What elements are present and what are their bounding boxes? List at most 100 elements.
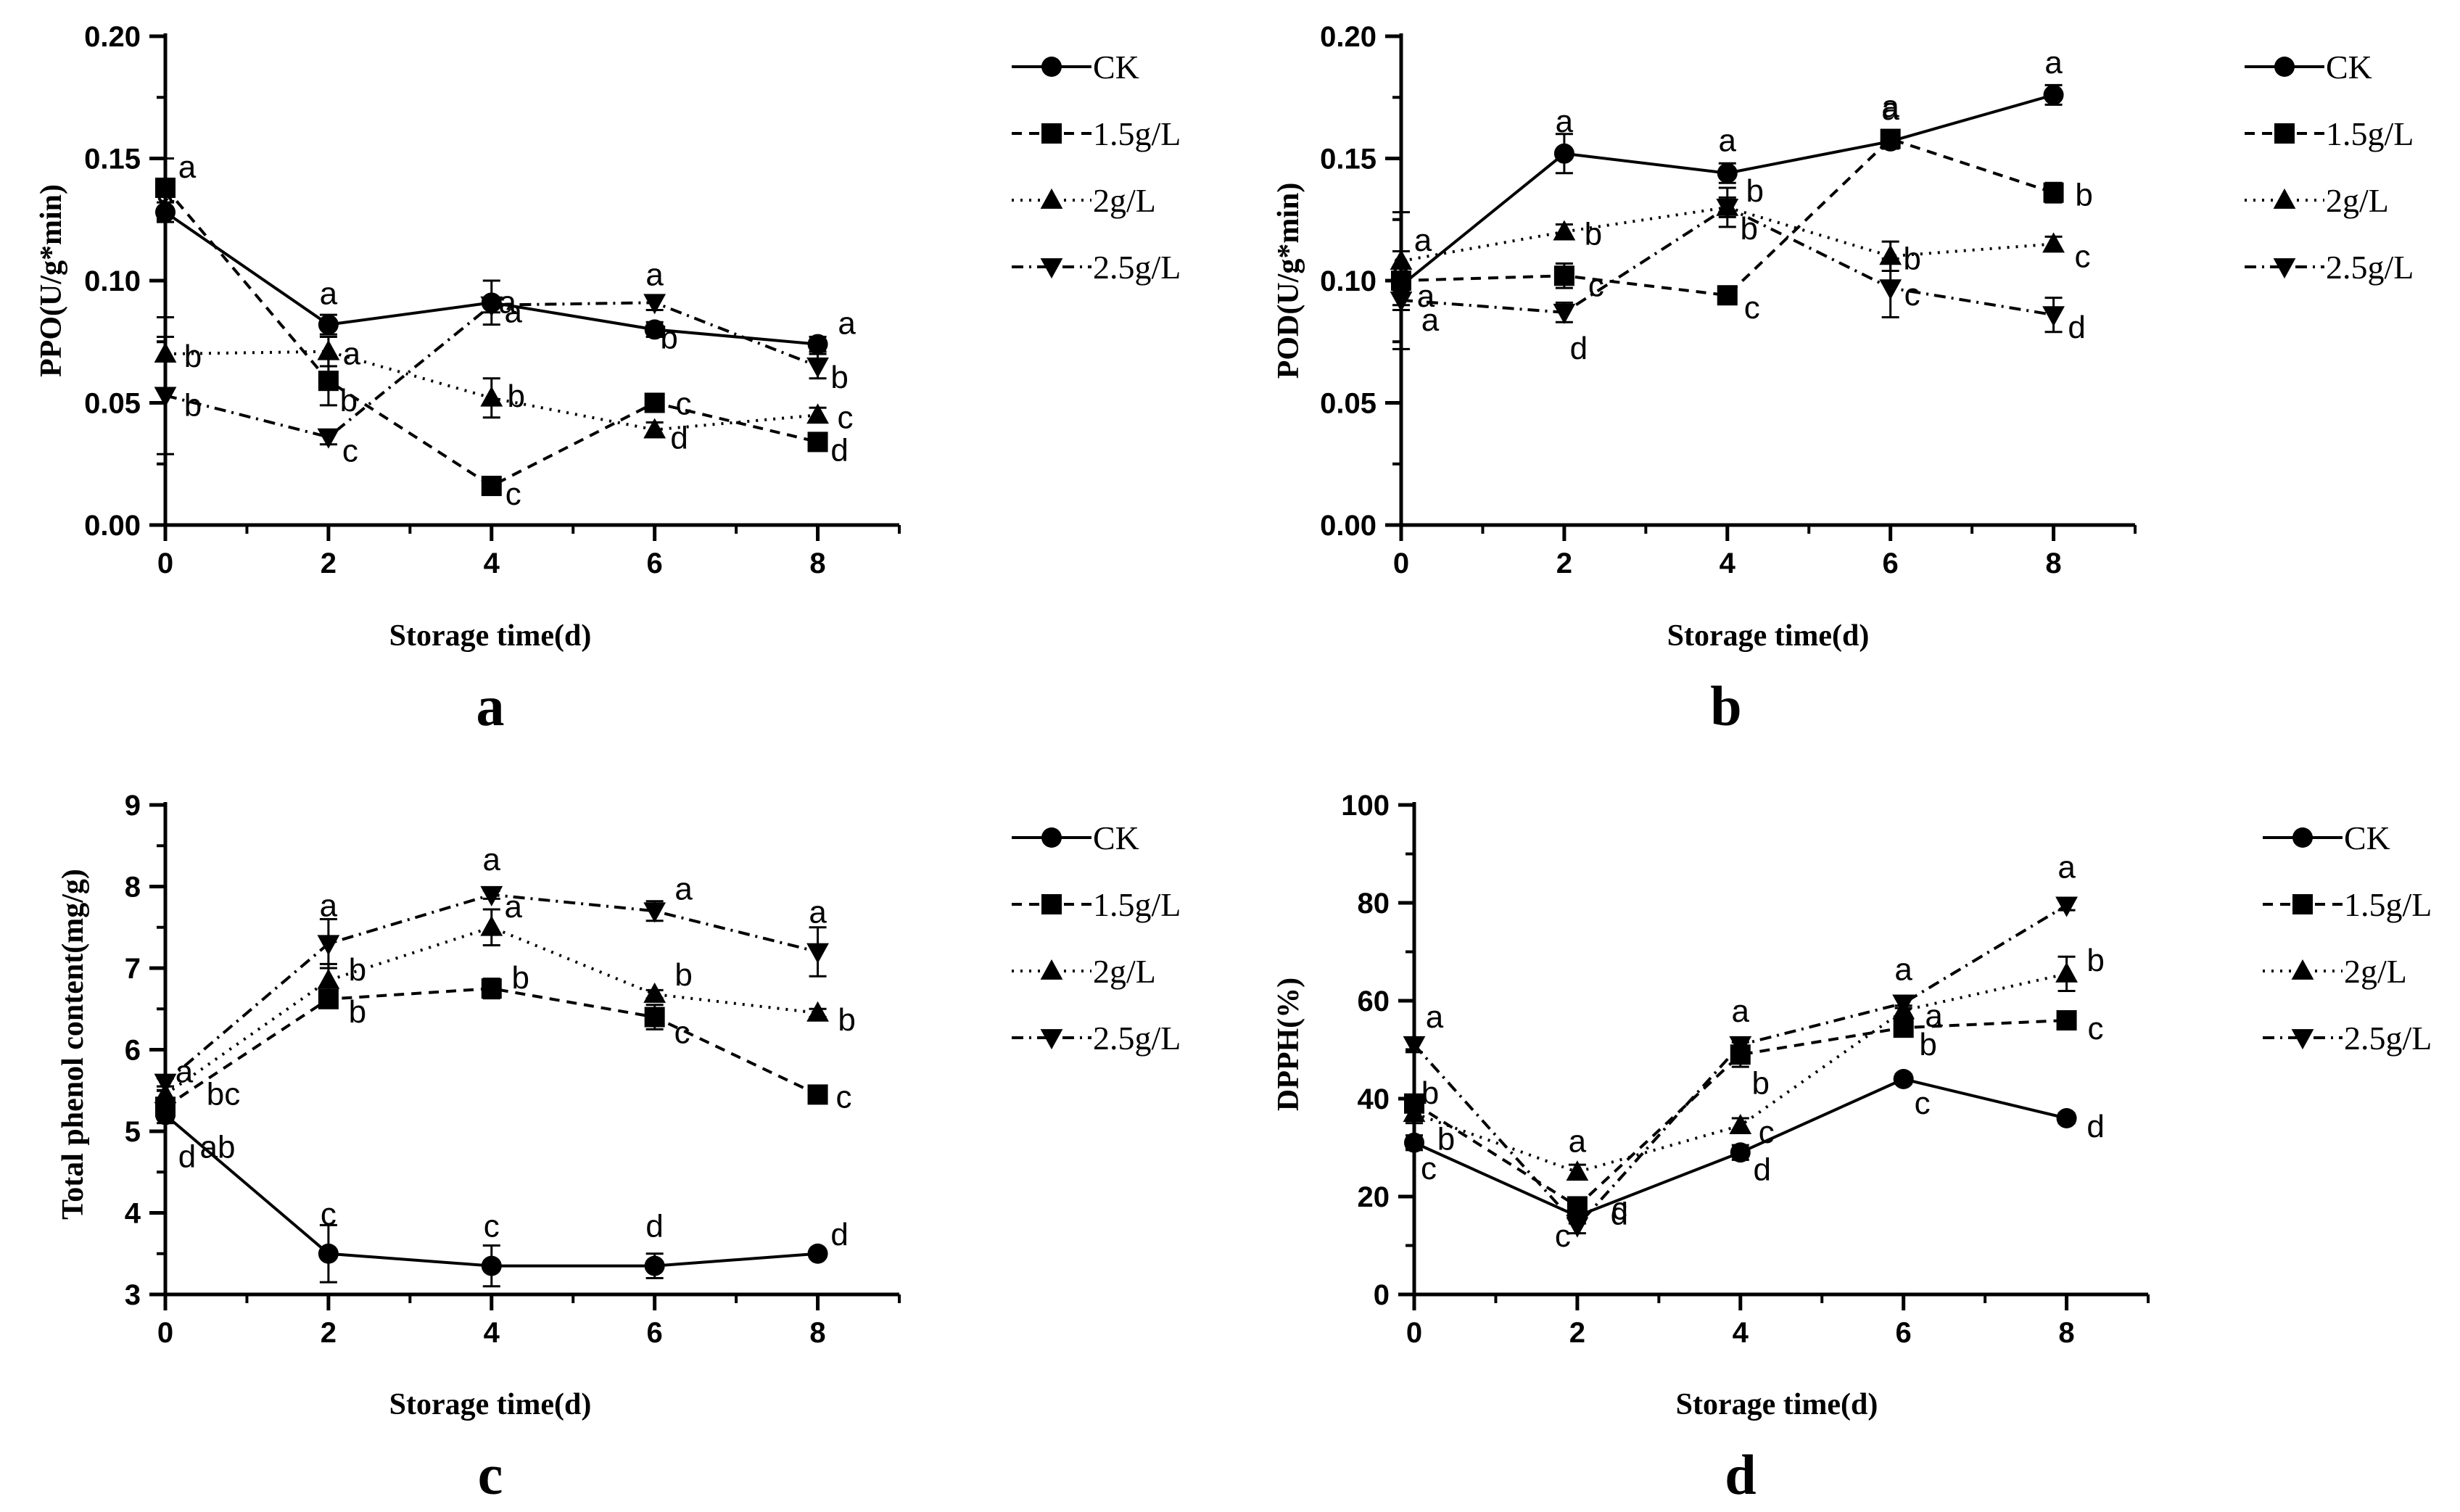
data-point [1404, 1132, 1424, 1153]
legend-label: CK [1093, 819, 1139, 856]
significance-letter: c [1421, 1151, 1437, 1186]
legend-label: 2g/L [1093, 953, 1156, 990]
significance-letter: b [349, 994, 366, 1030]
significance-letter: a [838, 306, 856, 342]
significance-letter: a [1569, 1123, 1587, 1159]
legend-marker [2291, 959, 2314, 980]
legend-label: 1.5g/L [2344, 886, 2432, 923]
legend-label: 2.5g/L [1093, 249, 1181, 286]
y-axis-title: PPO(U/g*min) [35, 184, 68, 377]
data-point [643, 902, 666, 923]
legend-entry: 1.5g/L [2245, 115, 2414, 152]
significance-letter: c [838, 400, 854, 435]
series-ck: d c c d d [155, 1104, 849, 1288]
legend-entry: 1.5g/L [1012, 115, 1181, 152]
legend-entry: 2g/L [1012, 182, 1156, 219]
significance-letter: b [349, 952, 366, 988]
data-point [2042, 306, 2065, 327]
data-point [806, 1001, 829, 1022]
legend-entry: 2.5g/L [2245, 249, 2414, 286]
legend-marker [1041, 123, 1062, 144]
significance-letter: b [1752, 1065, 1770, 1101]
significance-letter: a [1556, 104, 1574, 139]
series-line [164, 925, 818, 1096]
panel-label: d [1725, 1443, 1756, 1506]
data-point [2056, 1108, 2077, 1128]
series-line [164, 186, 819, 488]
data-point [806, 403, 829, 424]
y-tick-label: 9 [125, 790, 141, 822]
data-point [1729, 1114, 1752, 1135]
significance-letter: b [1741, 211, 1758, 247]
y-tick-label: 8 [125, 872, 141, 904]
significance-letter: c [321, 1197, 337, 1232]
data-point [1567, 1196, 1588, 1217]
chart-panel-c: 3 4 5 6 7 8 9 0 2 4 6 8 Total phenol content(mg/g) St… [57, 790, 1181, 1506]
x-tick-label: 0 [157, 1317, 173, 1349]
significance-letter: c [836, 1079, 852, 1115]
data-point [481, 978, 502, 999]
significance-letter: d [2068, 310, 2085, 345]
x-axis-title: Storage time(d) [1676, 1388, 1878, 1421]
significance-letter: a [1894, 951, 1912, 987]
legend-entry: CK [1012, 49, 1139, 86]
x-tick-label: 4 [1720, 548, 1736, 579]
legend-marker [2291, 1029, 2314, 1050]
y-axis-title: DPPH(%) [1272, 978, 1305, 1111]
x-tick-label: 4 [484, 1317, 500, 1349]
data-point [154, 387, 177, 408]
significance-letter: a [1417, 278, 1435, 314]
x-tick-label: 6 [1883, 548, 1899, 579]
x-tick-label: 8 [2058, 1317, 2074, 1349]
significance-letter: a [2044, 45, 2063, 80]
data-point [644, 1255, 665, 1276]
significance-letter: c [2075, 239, 2091, 274]
significance-letter: c [1588, 268, 1604, 303]
series-line [164, 987, 819, 1108]
data-point [2042, 232, 2065, 253]
significance-letter: b [1585, 217, 1602, 252]
data-point [1892, 994, 1915, 1015]
y-tick-label: 0.10 [1320, 265, 1376, 297]
y-axis-title: Total phenol content(mg/g) [57, 869, 90, 1220]
legend-entry: 2g/L [1012, 953, 1156, 990]
significance-letter: a [320, 888, 338, 923]
data-point [807, 1243, 828, 1264]
legend-marker [1040, 959, 1063, 980]
legend-label: 1.5g/L [2326, 115, 2414, 152]
data-point [2055, 896, 2078, 917]
legend-label: CK [2326, 49, 2372, 86]
y-tick-label: 0.10 [84, 265, 141, 297]
x-tick-label: 0 [1393, 548, 1409, 579]
y-tick-label: 0.20 [84, 21, 141, 53]
significance-letter: b [1421, 1075, 1439, 1111]
y-tick-label: 0.05 [84, 388, 141, 420]
significance-letter: b [1746, 173, 1764, 209]
data-point [2043, 84, 2064, 105]
x-axis-title: Storage time(d) [1667, 619, 1870, 653]
x-tick-label: 8 [809, 548, 825, 579]
x-tick-label: 4 [484, 548, 500, 579]
panel-label: b [1710, 674, 1741, 738]
y-tick-label: 0.00 [1320, 510, 1376, 542]
data-point [643, 418, 666, 439]
series-ck: a a a a a [1391, 45, 2064, 307]
significance-letter: a [2057, 849, 2076, 885]
significance-letter: d [1611, 1197, 1628, 1232]
legend-marker [1040, 188, 1063, 209]
y-tick-label: 100 [1341, 790, 1390, 822]
significance-letter: b [512, 960, 529, 996]
y-tick-label: 3 [125, 1279, 141, 1311]
x-tick-label: 8 [2045, 548, 2061, 579]
x-tick-label: 0 [1406, 1317, 1422, 1349]
data-point [643, 294, 666, 315]
chart-panel-b: 0.00 0.05 0.10 0.15 0.20 0 2 4 6 8 POD(U/g*min) Sto… [1272, 21, 2414, 738]
data-point [1880, 128, 1901, 149]
data-point [807, 1084, 828, 1105]
legend-label: 2g/L [1093, 182, 1156, 219]
significance-letter: c [1904, 277, 1920, 313]
significance-letter: c [342, 434, 358, 469]
chart-panel-d: 0 20 40 60 80 100 0 2 4 6 8 DPPH(%) Storage time(d) d… [1272, 790, 2432, 1506]
